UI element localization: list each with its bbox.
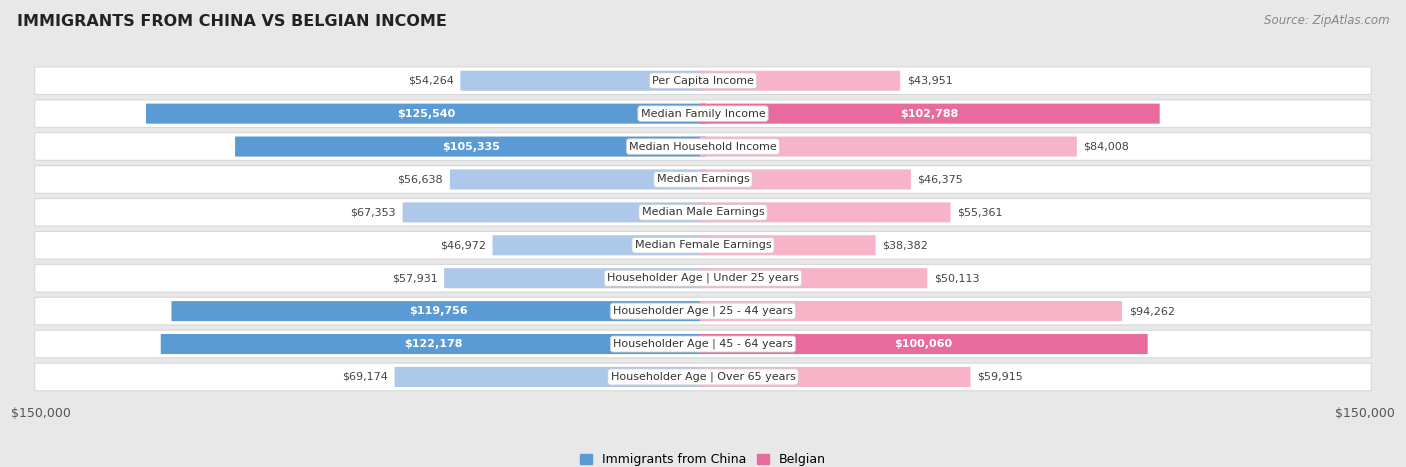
- Text: $54,264: $54,264: [408, 76, 454, 86]
- FancyBboxPatch shape: [35, 100, 1371, 127]
- FancyBboxPatch shape: [35, 363, 1371, 391]
- FancyBboxPatch shape: [700, 334, 1147, 354]
- Text: Per Capita Income: Per Capita Income: [652, 76, 754, 86]
- Text: Median Male Earnings: Median Male Earnings: [641, 207, 765, 217]
- FancyBboxPatch shape: [492, 235, 706, 255]
- Text: $38,382: $38,382: [882, 241, 928, 250]
- FancyBboxPatch shape: [35, 330, 1371, 358]
- Text: Source: ZipAtlas.com: Source: ZipAtlas.com: [1264, 14, 1389, 27]
- FancyBboxPatch shape: [35, 264, 1371, 292]
- FancyBboxPatch shape: [450, 170, 706, 190]
- Text: IMMIGRANTS FROM CHINA VS BELGIAN INCOME: IMMIGRANTS FROM CHINA VS BELGIAN INCOME: [17, 14, 447, 29]
- Text: Median Female Earnings: Median Female Earnings: [634, 241, 772, 250]
- Text: $56,638: $56,638: [398, 175, 443, 184]
- FancyBboxPatch shape: [35, 232, 1371, 259]
- Text: Householder Age | 25 - 44 years: Householder Age | 25 - 44 years: [613, 306, 793, 316]
- FancyBboxPatch shape: [160, 334, 706, 354]
- Text: $57,931: $57,931: [392, 273, 437, 283]
- FancyBboxPatch shape: [402, 202, 706, 222]
- Text: $46,375: $46,375: [918, 175, 963, 184]
- Text: $67,353: $67,353: [350, 207, 396, 217]
- FancyBboxPatch shape: [700, 268, 928, 288]
- FancyBboxPatch shape: [700, 202, 950, 222]
- Text: $84,008: $84,008: [1084, 142, 1129, 152]
- Text: $102,788: $102,788: [900, 109, 959, 119]
- FancyBboxPatch shape: [700, 235, 876, 255]
- FancyBboxPatch shape: [700, 136, 1077, 156]
- Text: $122,178: $122,178: [405, 339, 463, 349]
- FancyBboxPatch shape: [35, 67, 1371, 94]
- Text: $100,060: $100,060: [894, 339, 953, 349]
- Text: Median Earnings: Median Earnings: [657, 175, 749, 184]
- FancyBboxPatch shape: [444, 268, 706, 288]
- Text: Householder Age | Over 65 years: Householder Age | Over 65 years: [610, 372, 796, 382]
- FancyBboxPatch shape: [700, 71, 900, 91]
- FancyBboxPatch shape: [395, 367, 706, 387]
- Text: $125,540: $125,540: [396, 109, 456, 119]
- Text: Median Household Income: Median Household Income: [628, 142, 778, 152]
- FancyBboxPatch shape: [146, 104, 706, 124]
- Text: Median Family Income: Median Family Income: [641, 109, 765, 119]
- Text: $69,174: $69,174: [342, 372, 388, 382]
- Text: Householder Age | Under 25 years: Householder Age | Under 25 years: [607, 273, 799, 283]
- Text: $105,335: $105,335: [441, 142, 499, 152]
- Text: $119,756: $119,756: [409, 306, 468, 316]
- FancyBboxPatch shape: [700, 104, 1160, 124]
- FancyBboxPatch shape: [172, 301, 706, 321]
- FancyBboxPatch shape: [35, 133, 1371, 160]
- Text: $46,972: $46,972: [440, 241, 486, 250]
- FancyBboxPatch shape: [35, 198, 1371, 226]
- FancyBboxPatch shape: [35, 297, 1371, 325]
- FancyBboxPatch shape: [35, 166, 1371, 193]
- FancyBboxPatch shape: [460, 71, 706, 91]
- FancyBboxPatch shape: [700, 301, 1122, 321]
- FancyBboxPatch shape: [700, 170, 911, 190]
- FancyBboxPatch shape: [235, 136, 706, 156]
- Text: $50,113: $50,113: [934, 273, 980, 283]
- Text: Householder Age | 45 - 64 years: Householder Age | 45 - 64 years: [613, 339, 793, 349]
- Text: $43,951: $43,951: [907, 76, 952, 86]
- Text: $59,915: $59,915: [977, 372, 1024, 382]
- Text: $55,361: $55,361: [957, 207, 1002, 217]
- Legend: Immigrants from China, Belgian: Immigrants from China, Belgian: [575, 448, 831, 467]
- Text: $94,262: $94,262: [1129, 306, 1174, 316]
- FancyBboxPatch shape: [700, 367, 970, 387]
